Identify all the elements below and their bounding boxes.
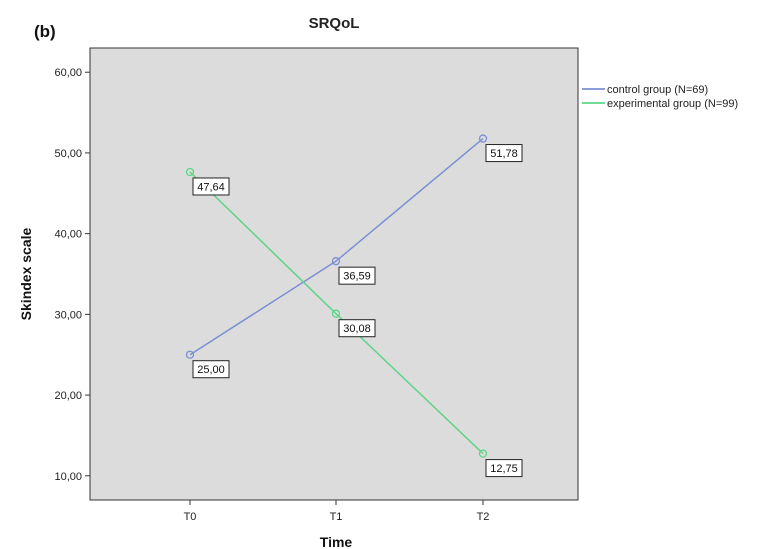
x-axis: T0 T1 T2 (184, 500, 490, 523)
y-tick-label: 50,00 (54, 148, 82, 160)
data-label-box (485, 459, 523, 478)
x-tick-label: T1 (330, 511, 343, 523)
data-label-box (485, 144, 523, 163)
data-label-box (192, 360, 230, 379)
x-axis-title: Time (320, 534, 353, 549)
series-line (189, 171, 484, 455)
y-tick-label: 40,00 (54, 229, 82, 241)
data-point (185, 350, 195, 359)
data-label-text: 25,00 (197, 364, 225, 376)
y-tick-label: 20,00 (54, 390, 82, 402)
data-point (185, 167, 195, 177)
x-tick-label: T0 (184, 511, 197, 523)
data-label: 12,75 (485, 459, 523, 478)
data-label-text: 51,78 (490, 148, 518, 160)
data-label-box (338, 319, 376, 338)
data-label: 51,78 (485, 144, 523, 163)
data-label: 36,59 (338, 266, 376, 285)
legend-label: experimental group (N=99) (607, 98, 738, 110)
data-point (478, 449, 488, 458)
data-label-box (338, 266, 376, 285)
y-axis-title: Skindex scale (18, 227, 34, 320)
data-label: 47,64 (192, 177, 230, 196)
panel-label: (b) (34, 22, 56, 41)
legend-item: experimental group (N=99) (582, 98, 738, 110)
plot-area (89, 47, 579, 501)
x-tick-label: T2 (477, 511, 490, 523)
data-point (331, 257, 341, 266)
data-label: 30,08 (338, 319, 376, 338)
series-line (189, 137, 484, 356)
data-label-box (192, 177, 230, 196)
data-point (478, 134, 488, 143)
legend-label: control group (N=69) (607, 84, 708, 96)
series-layer: 25,00 36,59 51,78 47,64 30,08 12,75 (185, 134, 523, 478)
series-experimental-group: 47,64 30,08 12,75 (185, 167, 523, 478)
data-label-text: 47,64 (197, 181, 225, 193)
y-tick-label: 10,00 (54, 471, 82, 483)
y-tick-label: 30,00 (54, 309, 82, 321)
legend-item: control group (N=69) (582, 84, 708, 96)
y-tick-label: 60,00 (54, 67, 82, 79)
chart-title: SRQoL (309, 15, 360, 32)
series-control-group: 25,00 36,59 51,78 (185, 134, 523, 379)
data-label: 25,00 (192, 360, 230, 379)
legend: control group (N=69) experimental group (… (582, 84, 738, 110)
data-label-text: 12,75 (490, 463, 518, 475)
data-label-text: 36,59 (343, 271, 371, 283)
data-label-text: 30,08 (343, 323, 371, 335)
y-axis: 10,00 20,00 30,00 40,00 50,00 60,00 (54, 67, 90, 483)
data-point (331, 309, 341, 318)
